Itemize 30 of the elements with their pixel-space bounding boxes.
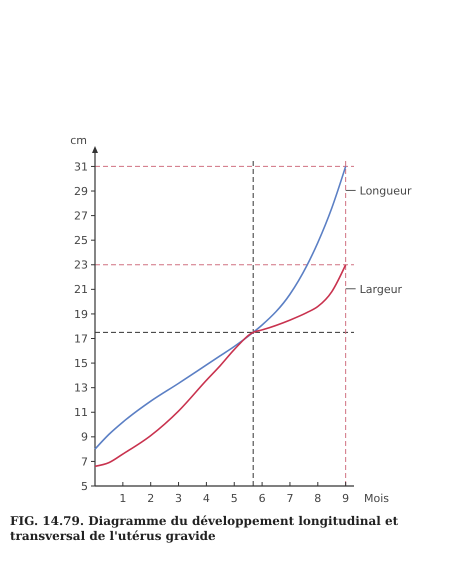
y-tick-label: 27 (74, 209, 88, 222)
x-tick-label: 7 (286, 492, 294, 505)
series-label: Longueur (360, 184, 412, 198)
y-tick-label: 15 (74, 356, 88, 370)
x-tick-label: 6 (258, 492, 266, 505)
x-axis-title: Mois (364, 492, 390, 505)
y-tick-label: 9 (81, 430, 88, 444)
y-tick-label: 29 (74, 184, 88, 198)
x-tick-label: 1 (119, 492, 126, 505)
x-tick-label: 9 (342, 492, 350, 505)
y-axis-title: cm (70, 134, 87, 147)
series-label: Largeur (360, 282, 403, 296)
x-tick-label: 5 (230, 492, 238, 505)
y-tick-label: 5 (81, 480, 88, 493)
y-tick-label: 23 (74, 258, 88, 272)
y-tick-label: 7 (81, 455, 88, 468)
x-tick-label: 8 (314, 492, 322, 505)
x-tick-label: 4 (202, 492, 210, 505)
y-tick-label: 21 (74, 283, 88, 296)
y-tick-label: 11 (74, 406, 88, 420)
y-tick-label: 31 (74, 160, 88, 174)
y-tick-label: 19 (74, 308, 88, 321)
y-tick-label: 17 (74, 332, 88, 346)
line-series (94, 166, 346, 450)
y-tick-label: 25 (74, 234, 88, 248)
x-tick-label: 3 (175, 492, 182, 505)
y-tick-label: 13 (74, 382, 88, 395)
x-tick-label: 2 (147, 492, 154, 505)
line-series (94, 264, 346, 468)
caption: FIG. 14.79. Diagramme du développement longitudinal et transversal de l'utérus gravide (10, 514, 400, 544)
